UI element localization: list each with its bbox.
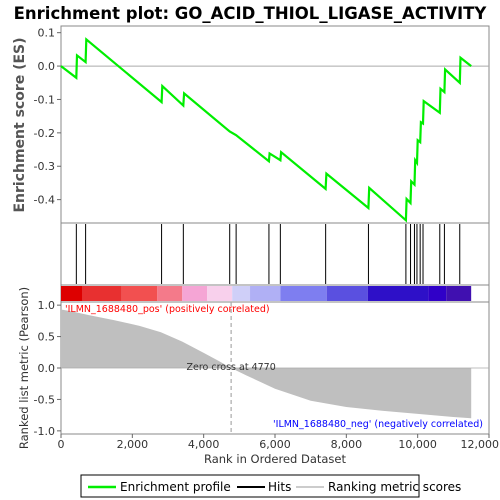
- metric-ytick-label: 1.0: [38, 299, 56, 312]
- enrichment-profile-line: [60, 37, 472, 223]
- legend-label-ranking-metric: Ranking metric scores: [328, 480, 461, 494]
- hits-frame: [60, 222, 490, 286]
- metric-ytick-label: -1.0: [34, 425, 55, 438]
- legend-label-hits: Hits: [268, 480, 291, 494]
- es-plot-frame: [60, 25, 490, 224]
- xtick-label: 8,000: [331, 438, 363, 451]
- hits-panel: [60, 222, 490, 286]
- ranking-metric-area: [61, 309, 472, 419]
- es-ytick-label: -0.3: [34, 160, 55, 173]
- legend: Enrichment profile Hits Ranking metric s…: [80, 474, 461, 498]
- xtick-label: 6,000: [259, 438, 291, 451]
- hit-marks: [75, 224, 461, 284]
- legend-label-enrichment-profile: Enrichment profile: [120, 480, 231, 494]
- es-ytick-label: -0.2: [34, 127, 55, 140]
- metric-ytick-label: 0.0: [38, 362, 56, 375]
- es-axis-title: Enrichment score (ES): [12, 37, 28, 212]
- positive-correlation-label: 'ILMN_1688480_pos' (positively correlate…: [65, 304, 270, 315]
- colorbar-segment: [428, 286, 447, 301]
- zero-cross-label: Zero cross at 4770: [186, 362, 275, 373]
- metric-ytick-label: 0.5: [38, 331, 56, 344]
- x-axis-ticks: 0 2,000 4,000 6,000 8,000 10,000 12,000: [58, 434, 500, 451]
- xtick-label: 0: [58, 438, 65, 451]
- colorbar-segment: [326, 286, 368, 301]
- xtick-label: 2,000: [117, 438, 149, 451]
- colorbar-segment: [250, 286, 281, 301]
- x-axis-title: Rank in Ordered Dataset: [204, 452, 347, 466]
- colorbar-segment: [61, 286, 83, 301]
- colorbar-segment: [232, 286, 251, 301]
- metric-panel: 1.0 0.5 0.0 -0.5 -1.0 'ILMN_1688480_pos' (po…: [17, 287, 490, 449]
- colorbar-segments: [61, 286, 472, 301]
- negative-correlation-label: 'ILMN_1688480_neg' (negatively correlate…: [273, 419, 483, 430]
- colorbar-segment: [182, 286, 208, 301]
- colorbar-segment: [121, 286, 158, 301]
- es-ytick-label: 0.0: [38, 60, 56, 73]
- colorbar-segment: [367, 286, 429, 301]
- xtick-label: 10,000: [398, 438, 437, 451]
- es-panel: 0.1 0.0 -0.1 -0.2 -0.3 -0.4 Enrichment score …: [12, 25, 490, 224]
- colorbar-segment: [446, 286, 472, 301]
- es-ytick-label: 0.1: [38, 27, 56, 40]
- chart-title: Enrichment plot: GO_ACID_THIOL_LIGASE_AC…: [14, 4, 488, 23]
- metric-y-ticks: 1.0 0.5 0.0 -0.5 -1.0: [34, 299, 61, 438]
- colorbar-segment: [82, 286, 122, 301]
- colorbar-panel: [60, 284, 490, 303]
- metric-axis-title: Ranked list metric (Pearson): [17, 287, 31, 449]
- xtick-label: 4,000: [188, 438, 220, 451]
- colorbar-segment: [280, 286, 327, 301]
- colorbar-segment: [207, 286, 233, 301]
- es-y-ticks: 0.1 0.0 -0.1 -0.2 -0.3 -0.4: [34, 27, 61, 207]
- colorbar-segment: [157, 286, 183, 301]
- xtick-label: 12,000: [461, 438, 500, 451]
- metric-ytick-label: -0.5: [34, 393, 55, 406]
- es-ytick-label: -0.4: [34, 194, 55, 207]
- es-ytick-label: -0.1: [34, 93, 55, 106]
